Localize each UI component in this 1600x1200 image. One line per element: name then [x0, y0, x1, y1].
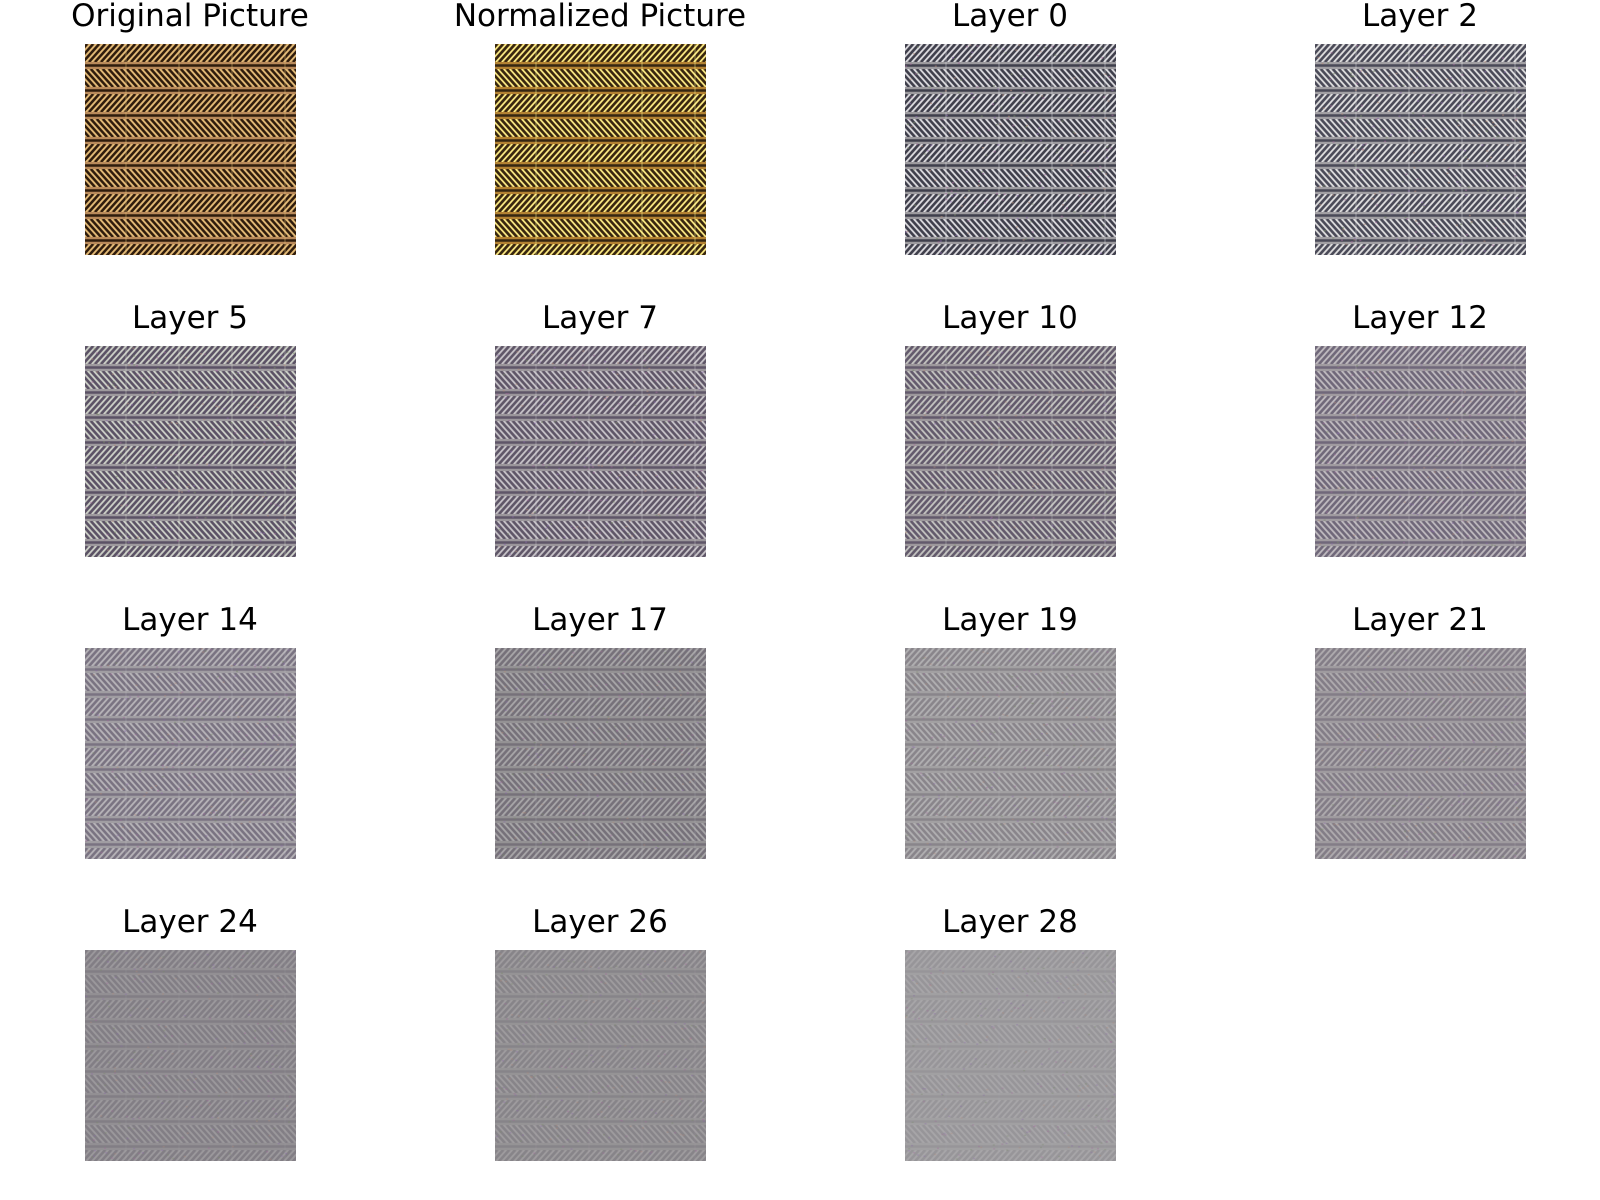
texture-image [495, 346, 706, 557]
panel-title: Layer 24 [122, 904, 258, 940]
panel-title: Layer 14 [122, 602, 258, 638]
texture-pattern [85, 950, 296, 1161]
texture-pattern [905, 44, 1116, 255]
panel-image [495, 44, 706, 255]
texture-pattern [495, 346, 706, 557]
panel-image [1315, 44, 1526, 255]
texture-image [1315, 44, 1526, 255]
panel-image [1315, 648, 1526, 859]
panel-title: Layer 0 [951, 0, 1068, 34]
panel-image [85, 44, 296, 255]
panel-title: Layer 26 [532, 904, 668, 940]
panel-title: Layer 2 [1361, 0, 1478, 34]
texture-image [495, 648, 706, 859]
panel-image [1315, 346, 1526, 557]
texture-image [1315, 346, 1526, 557]
panel-image [495, 648, 706, 859]
panel-title: Layer 21 [1352, 602, 1488, 638]
texture-pattern [495, 44, 706, 255]
texture-pattern [905, 648, 1116, 859]
texture-pattern [1315, 648, 1526, 859]
texture-image [85, 346, 296, 557]
texture-image [905, 346, 1116, 557]
texture-image [1315, 648, 1526, 859]
texture-image [85, 648, 296, 859]
texture-pattern [85, 44, 296, 255]
texture-image [495, 950, 706, 1161]
texture-image [905, 44, 1116, 255]
panel-image [495, 950, 706, 1161]
panel-title: Layer 17 [532, 602, 668, 638]
texture-pattern [495, 648, 706, 859]
panel-title: Layer 28 [942, 904, 1078, 940]
panel-title: Layer 19 [942, 602, 1078, 638]
texture-pattern [495, 950, 706, 1161]
panel-image [85, 648, 296, 859]
panel-image [905, 950, 1116, 1161]
texture-pattern [1315, 346, 1526, 557]
panel-title: Layer 10 [942, 300, 1078, 336]
texture-pattern [905, 346, 1116, 557]
panel-image [905, 648, 1116, 859]
panel-title: Layer 12 [1352, 300, 1488, 336]
panel-title: Normalized Picture [453, 0, 747, 34]
texture-pattern [85, 346, 296, 557]
texture-image [495, 44, 706, 255]
texture-image [905, 950, 1116, 1161]
texture-pattern [905, 950, 1116, 1161]
panel-title: Layer 5 [131, 300, 248, 336]
panel-image [905, 346, 1116, 557]
panel-image [85, 346, 296, 557]
texture-image [905, 648, 1116, 859]
panel-title: Original Picture [71, 0, 309, 34]
panel-title: Layer 7 [541, 300, 658, 336]
panel-image [905, 44, 1116, 255]
texture-pattern [85, 648, 296, 859]
texture-pattern [1315, 44, 1526, 255]
texture-image [85, 44, 296, 255]
panel-image [85, 950, 296, 1161]
texture-image [85, 950, 296, 1161]
panel-image [495, 346, 706, 557]
